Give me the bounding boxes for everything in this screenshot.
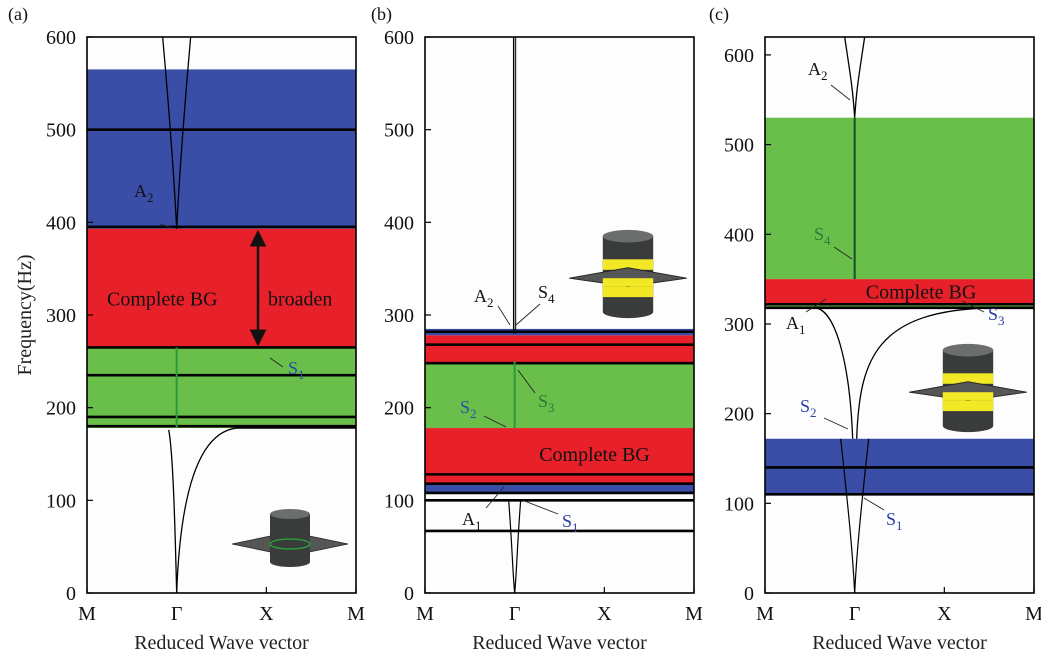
y-tick-label: 300 [46,305,76,327]
band-gap-2 [425,363,694,429]
y-tick-label: 0 [404,583,414,605]
leader-s3 [961,300,985,313]
band-gap-label: Complete BG [866,282,977,304]
unit-cell-inset [569,229,687,319]
y-tick-label: 500 [46,120,76,142]
y-tick-label: 400 [724,224,754,246]
mode-label-a1: A1 [462,509,482,533]
x-tick-label: X [259,603,274,625]
mode-label-a2: A2 [808,59,828,83]
y-tick-label: 200 [724,404,754,426]
dispersion-branch-lower [168,427,356,594]
leader-s4 [515,303,541,326]
y-tick-label: 600 [384,27,414,49]
x-axis-label: Reduced Wave vector [134,632,309,654]
mode-label-a2: A2 [134,181,154,205]
y-tick-label: 600 [724,45,754,67]
y-tick-label: 0 [66,583,76,605]
band-gap-label: Complete BG [539,444,650,466]
band-gap-0 [765,117,1034,280]
unit-cell-inset [909,343,1027,433]
mode-label-s2: S2 [460,397,477,421]
leader-a2 [159,223,173,229]
band-gap-4 [425,483,694,493]
leader-s1 [863,497,885,511]
dispersion-branch-upper [162,36,192,229]
x-tick-label: X [597,603,612,625]
leader-a2 [497,305,511,326]
band-gap-0 [87,69,356,229]
y-tick-label: 0 [744,583,754,605]
panel-c: 0 100 200 300 400 500 600 M Γ X M Reduced Wave vect… [709,4,1041,654]
mode-label-s1: S1 [886,509,903,533]
y-tick-label: 200 [46,398,76,420]
mode-label-s3: S3 [538,391,555,415]
x-tick-label: M [685,603,703,625]
y-tick-label: 500 [724,135,754,157]
x-tick-label: M [347,603,365,625]
band-gap-1 [425,335,694,364]
mode-label-s4: S4 [814,224,831,248]
leader-s3 [517,369,536,394]
mode-label-s4: S4 [538,282,555,306]
y-tick-label: 400 [384,212,414,234]
y-tick-label: 400 [46,212,76,234]
band-gap-1 [765,279,1034,305]
x-tick-label: M [78,603,96,625]
leader-s4 [833,246,853,260]
x-tick-label: X [937,603,952,625]
panel-a: 0 100 200 300 400 500 600 M Γ X M Reduced Wave vect… [8,4,365,654]
x-tick-label: Γ [509,603,521,625]
mode-label-s1: S1 [562,511,579,535]
broaden-label: broaden [268,288,332,310]
y-axis-label: Frequency(Hz) [14,254,36,375]
leader-s2 [483,415,507,428]
leader-s2 [823,417,849,430]
leader-s1 [521,499,559,515]
mode-label-s3: S3 [988,304,1005,328]
leader-a2 [830,84,851,101]
band-gap-2 [765,304,1034,308]
x-tick-label: Γ [171,603,183,625]
y-tick-label: 100 [384,490,414,512]
panel-label: (a) [8,4,28,25]
x-tick-label: M [1025,603,1041,625]
x-tick-label: M [416,603,434,625]
x-tick-label: M [756,603,774,625]
panel-label: (b) [371,4,392,25]
y-tick-label: 600 [46,27,76,49]
band-gap-1 [87,228,356,348]
leader-a1 [485,486,505,509]
y-tick-label: 100 [724,493,754,515]
unit-cell-inset [231,509,349,567]
panel-b: 0 100 200 300 400 500 600 M Γ X M Reduced Wave vect… [371,4,703,654]
x-axis-label: Reduced Wave vector [472,632,647,654]
y-tick-label: 300 [384,305,414,327]
axes-frame [764,36,1035,594]
x-axis-label: Reduced Wave vector [812,632,987,654]
y-tick-label: 300 [724,314,754,336]
dispersion-branch-mid [814,307,995,439]
y-tick-label: 500 [384,120,414,142]
y-tick-label: 200 [384,398,414,420]
band-gap-2 [87,347,356,429]
mode-label-s2: S2 [800,396,817,420]
x-tick-label: Γ [849,603,861,625]
y-tick-label: 100 [46,490,76,512]
leader-a1 [805,298,827,313]
mode-label-a1: A1 [786,313,806,337]
mode-label-s1: S1 [288,358,305,382]
mode-label-a2: A2 [474,286,494,310]
panel-label: (c) [709,4,729,25]
leader-s1 [269,357,284,368]
band-gap-label: Complete BG [107,288,218,310]
